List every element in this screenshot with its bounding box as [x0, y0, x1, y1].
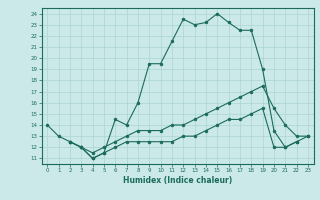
X-axis label: Humidex (Indice chaleur): Humidex (Indice chaleur): [123, 176, 232, 185]
